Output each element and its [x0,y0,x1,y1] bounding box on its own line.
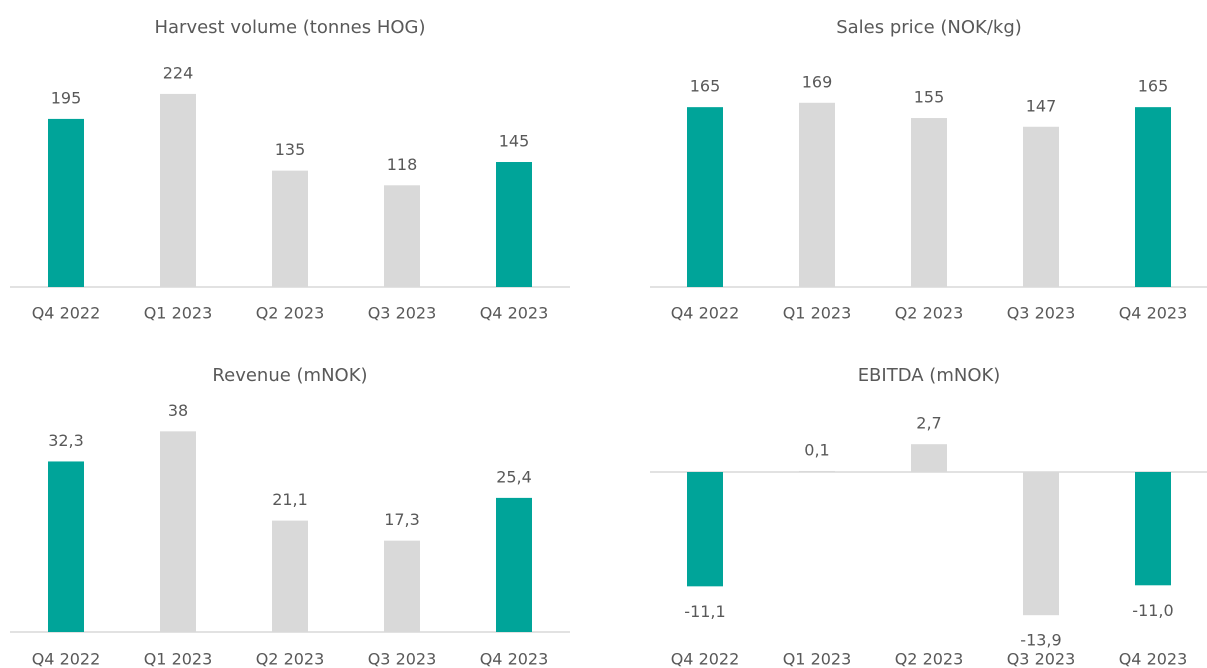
x-tick-label: Q3 2023 [368,650,437,668]
x-tick-label: Q3 2023 [1007,304,1076,323]
value-label: 25,4 [496,467,532,486]
bar [799,470,835,472]
value-label: 165 [1138,77,1169,96]
value-label: 38 [168,401,188,420]
value-label: -11,0 [1132,601,1173,620]
chart-title: Harvest volume (tonnes HOG) [154,17,425,38]
bar [384,540,420,632]
bar [384,185,420,287]
value-label: 165 [690,77,721,96]
bar [272,170,308,287]
bar [48,461,84,632]
chart-title: Sales price (NOK/kg) [836,17,1022,38]
x-tick-label: Q4 2023 [480,650,549,668]
bar [911,444,947,472]
bar [1023,472,1059,616]
value-label: 224 [163,63,194,82]
bar [496,162,532,287]
bar [911,118,947,287]
bar [160,431,196,632]
bar [48,118,84,287]
value-label: 195 [51,88,82,107]
bar [160,93,196,287]
x-tick-label: Q4 2022 [671,304,740,323]
chart-title: EBITDA (mNOK) [858,365,1001,386]
x-tick-label: Q4 2022 [32,304,101,323]
value-label: 147 [1026,96,1057,115]
value-label: 0,1 [804,440,829,459]
value-label: 145 [499,132,530,151]
x-tick-label: Q4 2023 [1119,304,1188,323]
bar [799,102,835,287]
bar [1135,107,1171,288]
x-tick-label: Q1 2023 [144,650,213,668]
x-tick-label: Q2 2023 [895,650,964,668]
value-label: -13,9 [1020,631,1061,650]
value-label: 169 [802,72,833,91]
value-label: 155 [914,88,945,107]
bar [687,107,723,288]
value-label: 32,3 [48,431,84,450]
x-tick-label: Q2 2023 [256,650,325,668]
bar [687,472,723,587]
x-tick-label: Q1 2023 [144,304,213,323]
bar [1023,126,1059,288]
value-label: 135 [275,140,306,159]
x-tick-label: Q4 2023 [480,304,549,323]
value-label: 2,7 [916,414,941,433]
x-tick-label: Q3 2023 [368,304,437,323]
bar [496,497,532,632]
chart-title: Revenue (mNOK) [212,365,367,386]
value-label: 17,3 [384,510,420,529]
value-label: 21,1 [272,490,308,509]
value-label: -11,1 [684,602,725,621]
x-tick-label: Q4 2022 [32,650,101,668]
x-tick-label: Q1 2023 [783,304,852,323]
bar [1135,472,1171,586]
x-tick-label: Q4 2023 [1119,650,1188,668]
value-label: 118 [387,155,418,174]
x-tick-label: Q4 2022 [671,650,740,668]
bar [272,520,308,632]
x-tick-label: Q2 2023 [895,304,964,323]
x-tick-label: Q2 2023 [256,304,325,323]
x-tick-label: Q3 2023 [1007,650,1076,668]
x-tick-label: Q1 2023 [783,650,852,668]
